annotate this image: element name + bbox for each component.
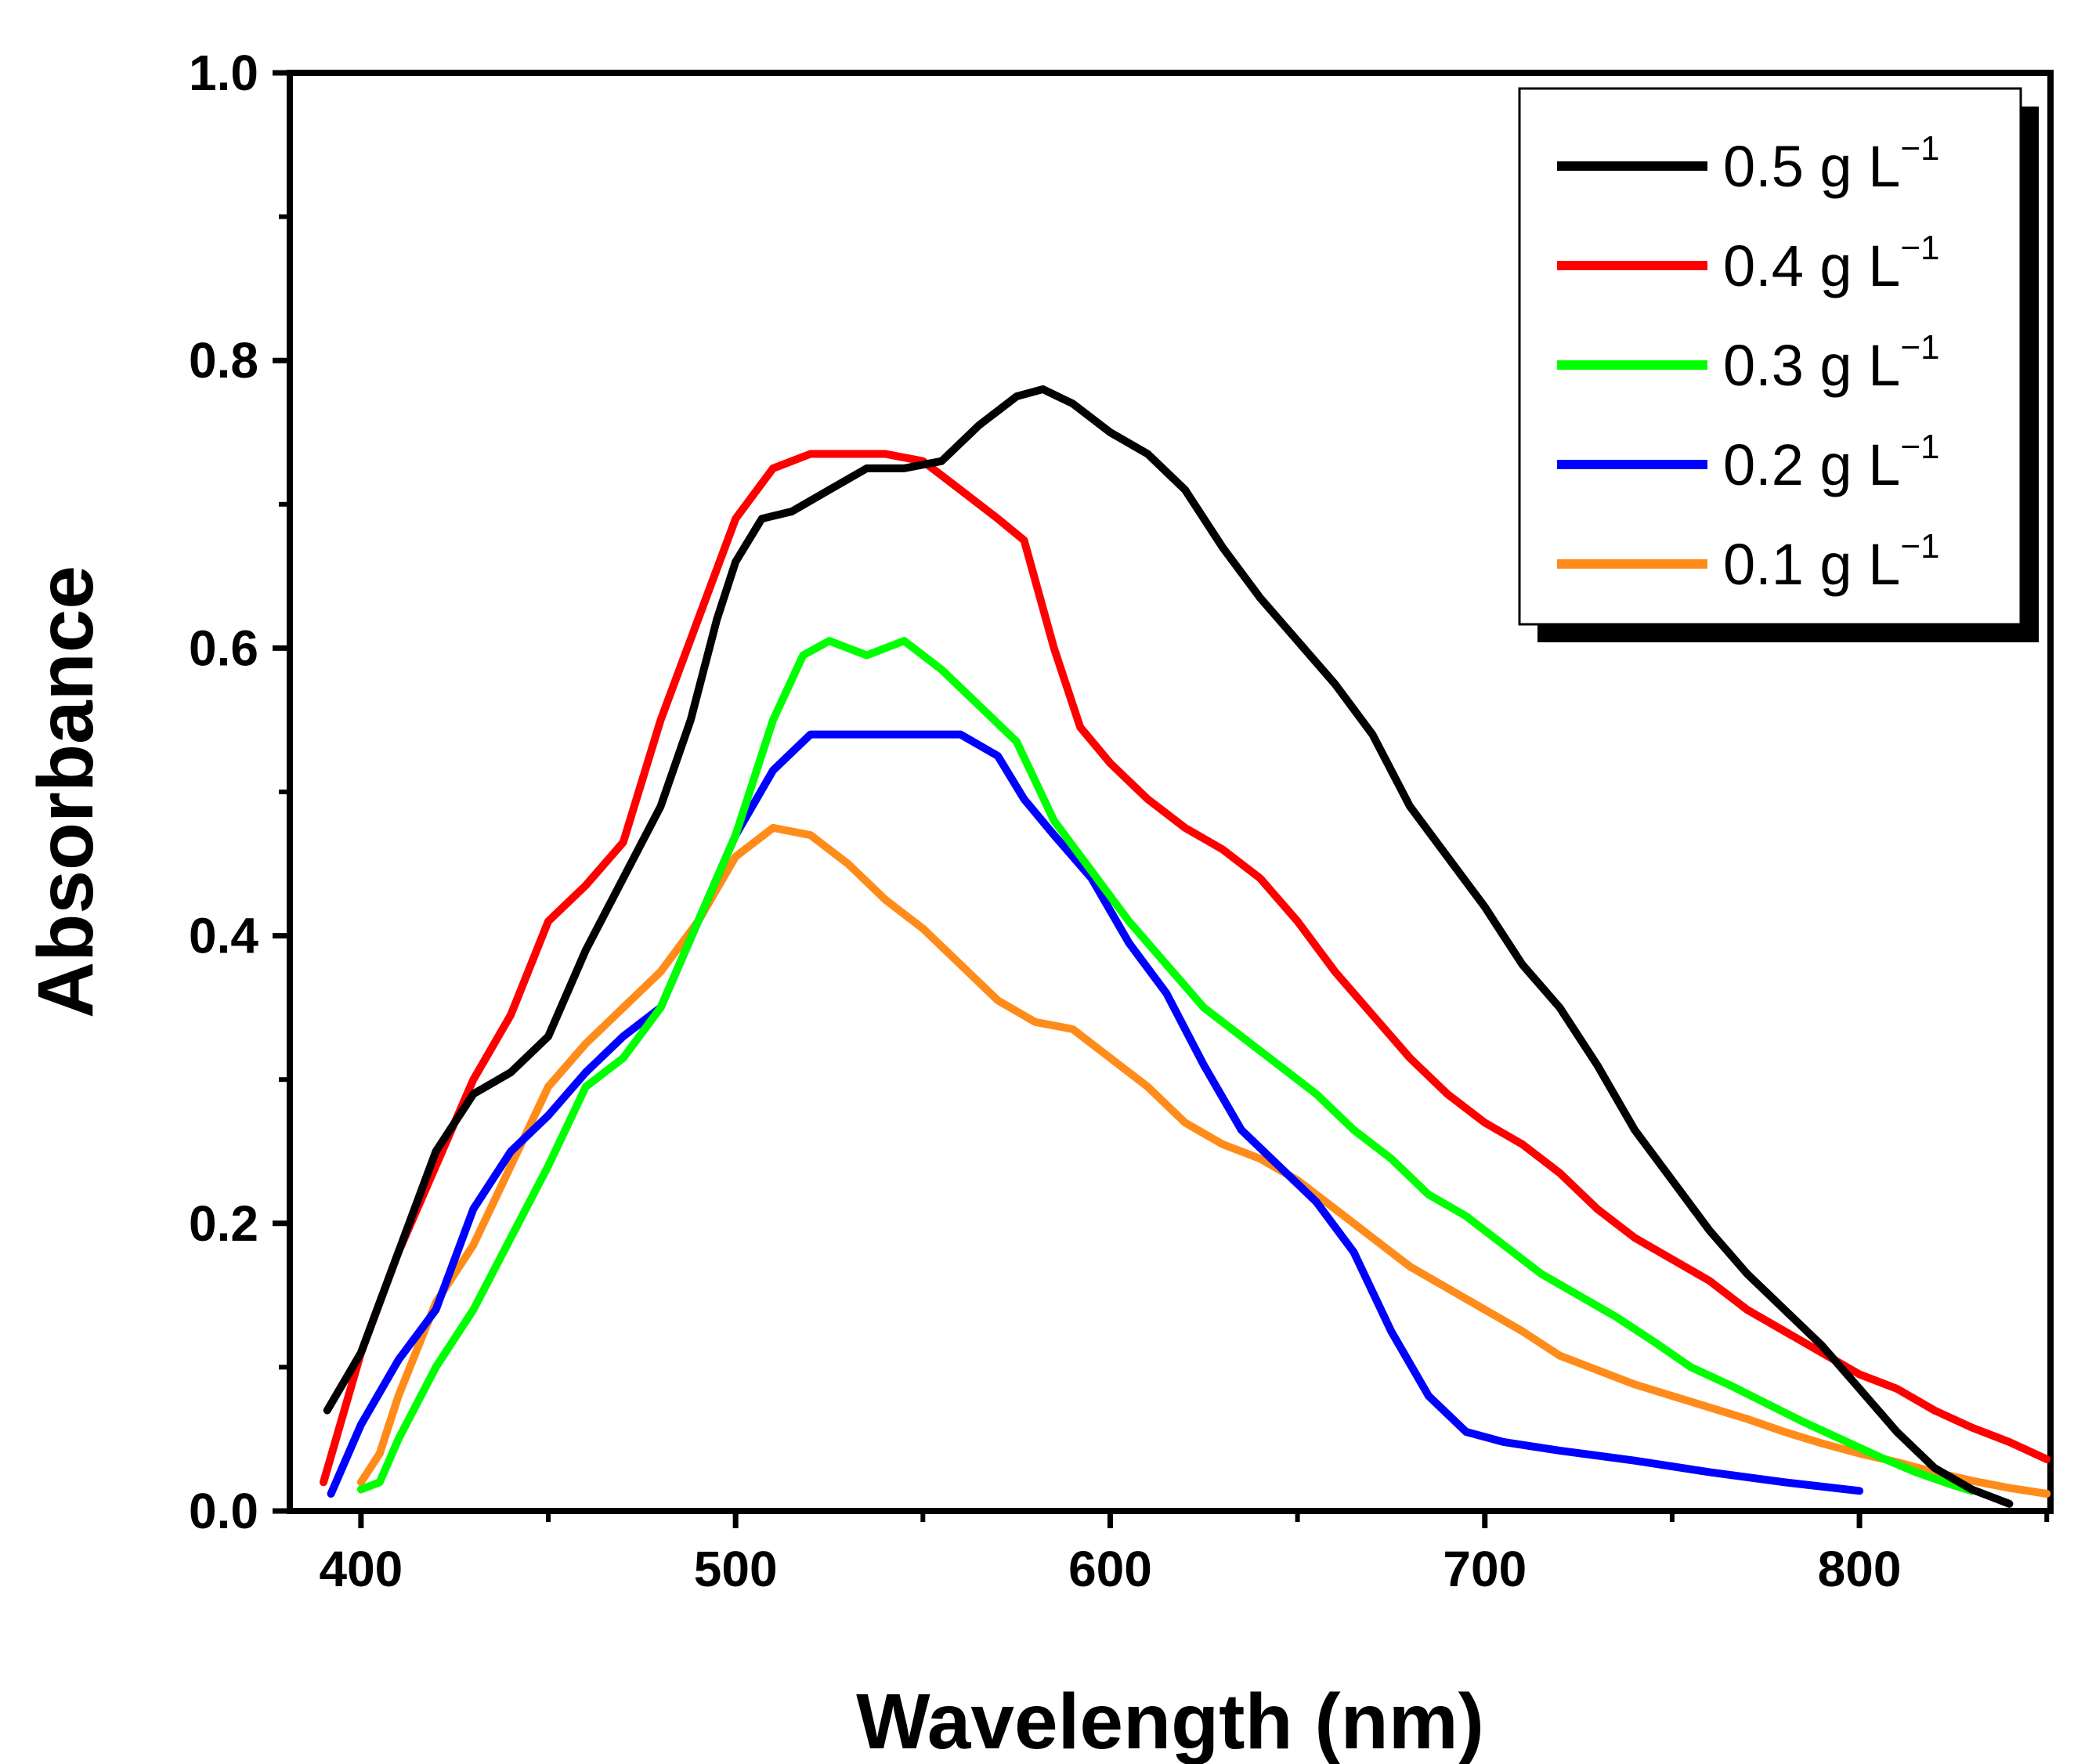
x-axis-title: Wavelength (nm): [856, 1678, 1484, 1764]
series-line-2: [320, 450, 2051, 1487]
legend-label-4: 0.2 g L−1: [1723, 428, 1939, 497]
x-tick-label: 600: [1068, 1541, 1152, 1597]
legend: 0.5 g L−1 0.4 g L−1 0.3 g L−1 0.2 g L−1 0.1 …: [1518, 87, 2039, 642]
y-tick-label: 0.4: [189, 908, 258, 964]
series-lines: [320, 385, 2051, 1508]
legend-label-1: 0.5 g L−1: [1723, 129, 1939, 199]
series-line-5: [356, 823, 2051, 1498]
x-tick-label: 700: [1443, 1541, 1527, 1597]
y-tick-label: 1.0: [189, 45, 258, 101]
x-tick-label: 500: [694, 1541, 778, 1597]
legend-box: [1518, 87, 2022, 626]
y-tick-label: 0.2: [189, 1195, 258, 1252]
y-tick-label: 0.8: [189, 332, 258, 389]
y-axis-title: Absorbance: [22, 566, 110, 1018]
y-axis-ticks: 0.0 0.2 0.4 0.6 0.8 1.0: [189, 45, 290, 1539]
series-line-1: [323, 385, 2014, 1508]
series-line-3: [356, 637, 1976, 1495]
x-tick-label: 800: [1818, 1541, 1902, 1597]
y-tick-label: 0.6: [189, 620, 258, 676]
x-tick-label: 400: [319, 1541, 403, 1597]
x-axis-ticks: 400 500 600 700 800: [319, 1511, 2050, 1597]
series-line-4: [327, 730, 1864, 1498]
legend-label-5: 0.1 g L−1: [1723, 527, 1939, 597]
legend-label-3: 0.3 g L−1: [1723, 328, 1939, 398]
legend-label-2: 0.4 g L−1: [1723, 229, 1939, 298]
y-tick-label: 0.0: [189, 1483, 258, 1539]
